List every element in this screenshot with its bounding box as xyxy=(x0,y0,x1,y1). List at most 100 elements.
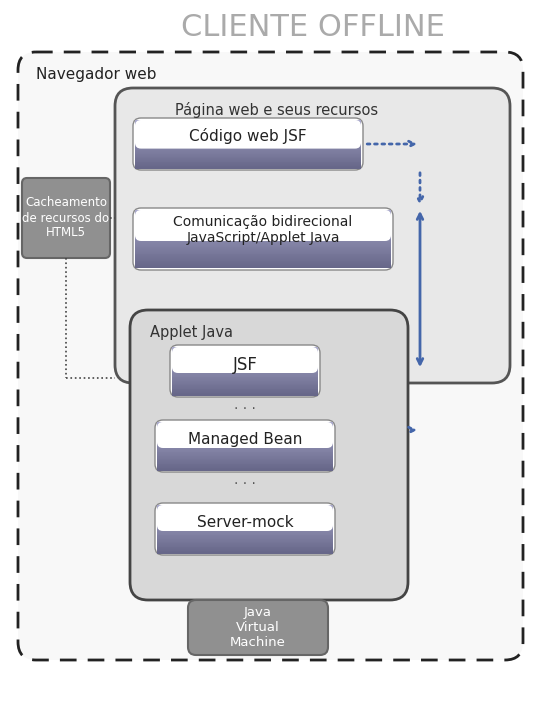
Bar xyxy=(135,257,391,258)
Bar xyxy=(157,525,333,526)
Bar xyxy=(135,254,391,256)
Bar xyxy=(157,529,333,530)
Bar xyxy=(157,437,333,439)
Bar xyxy=(135,257,391,259)
Bar xyxy=(172,349,318,350)
Bar xyxy=(135,161,361,162)
Bar xyxy=(135,125,361,127)
Bar xyxy=(135,259,391,261)
Text: · · ·: · · · xyxy=(234,402,256,416)
Bar xyxy=(135,158,361,159)
Bar xyxy=(157,510,333,511)
Bar xyxy=(157,444,333,446)
Bar xyxy=(157,445,333,447)
Bar xyxy=(172,385,318,386)
Bar xyxy=(172,376,318,377)
Bar xyxy=(172,371,318,372)
Bar xyxy=(172,355,318,356)
Bar xyxy=(157,466,333,468)
Bar xyxy=(157,455,333,456)
Bar xyxy=(135,142,361,144)
Bar xyxy=(135,222,391,224)
Bar xyxy=(157,448,333,449)
Bar xyxy=(157,422,333,423)
Bar xyxy=(135,121,361,123)
Bar xyxy=(135,138,361,139)
Bar xyxy=(157,435,333,436)
Bar xyxy=(135,224,391,226)
Bar xyxy=(157,545,333,546)
Bar xyxy=(157,543,333,545)
Bar xyxy=(157,428,333,430)
Bar xyxy=(135,264,391,266)
Bar xyxy=(172,381,318,382)
Bar xyxy=(135,227,391,229)
Bar xyxy=(157,467,333,468)
Bar xyxy=(135,242,391,243)
Bar xyxy=(157,521,333,522)
Bar xyxy=(157,450,333,451)
Bar xyxy=(135,153,361,154)
Bar xyxy=(135,141,361,142)
Bar xyxy=(172,364,318,365)
Text: Applet Java: Applet Java xyxy=(150,325,233,339)
Bar xyxy=(157,552,333,554)
Bar xyxy=(172,350,318,351)
Bar xyxy=(157,431,333,432)
Text: CLIENTE OFFLINE: CLIENTE OFFLINE xyxy=(181,13,445,43)
Bar xyxy=(135,249,391,250)
Bar xyxy=(157,460,333,461)
Bar xyxy=(157,532,333,533)
Bar xyxy=(157,452,333,454)
Bar xyxy=(157,444,333,445)
Bar xyxy=(172,391,318,393)
Text: Página web e seus recursos: Página web e seus recursos xyxy=(175,102,378,118)
Bar xyxy=(135,213,391,215)
Bar xyxy=(135,162,361,163)
FancyBboxPatch shape xyxy=(157,505,333,531)
Text: Código web JSF: Código web JSF xyxy=(189,128,307,144)
Bar xyxy=(135,149,361,151)
Bar xyxy=(135,140,361,142)
Bar xyxy=(157,533,333,534)
Bar xyxy=(172,365,318,367)
Bar xyxy=(157,432,333,433)
Bar xyxy=(172,352,318,353)
Bar xyxy=(157,469,333,470)
Bar xyxy=(135,261,391,263)
Bar xyxy=(157,463,333,464)
Bar xyxy=(172,384,318,385)
Bar xyxy=(135,266,391,268)
Bar xyxy=(135,129,361,130)
Bar xyxy=(157,526,333,527)
Bar xyxy=(157,449,333,451)
Bar xyxy=(135,151,361,153)
Bar xyxy=(135,243,391,245)
Bar xyxy=(135,252,391,253)
Bar xyxy=(135,235,391,237)
Bar xyxy=(172,376,318,378)
Bar xyxy=(157,468,333,469)
Bar xyxy=(157,451,333,452)
Bar xyxy=(157,457,333,458)
Bar xyxy=(135,214,391,215)
Bar xyxy=(135,259,391,260)
Bar xyxy=(135,232,391,233)
Bar xyxy=(135,147,361,148)
Bar xyxy=(135,217,391,218)
Bar xyxy=(135,215,391,217)
Bar xyxy=(135,124,361,125)
Bar xyxy=(157,526,333,528)
Bar xyxy=(135,144,361,145)
Bar xyxy=(157,510,333,512)
Bar xyxy=(157,516,333,517)
Text: Managed Bean: Managed Bean xyxy=(188,433,302,447)
Bar xyxy=(172,369,318,371)
Bar xyxy=(172,381,318,383)
Bar xyxy=(135,247,391,249)
Bar xyxy=(135,136,361,137)
Bar xyxy=(172,374,318,375)
Bar xyxy=(157,533,333,535)
Bar xyxy=(135,247,391,248)
Bar xyxy=(172,365,318,366)
